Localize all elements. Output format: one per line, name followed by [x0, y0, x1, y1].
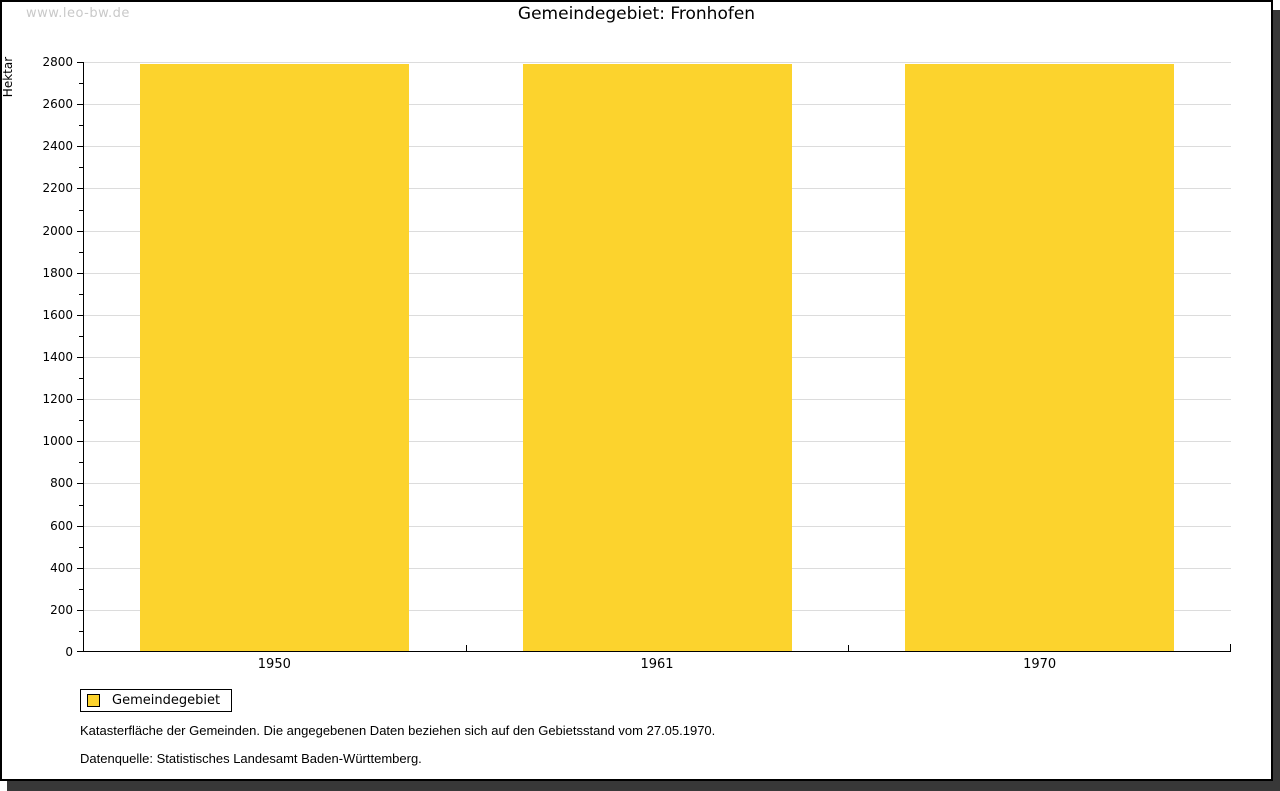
- bar-1970: [905, 64, 1175, 652]
- watermark: www.leo-bw.de: [26, 6, 130, 21]
- y-axis-tick-label: 1400: [42, 350, 73, 364]
- y-axis-tick-label: 2600: [42, 97, 73, 112]
- y-axis-tick: [77, 399, 83, 401]
- y-axis-tick: [77, 104, 83, 106]
- y-axis-tick-label: 1600: [42, 307, 73, 322]
- y-axis-minor-tick: [79, 251, 83, 253]
- bar-1961: [522, 64, 792, 652]
- y-axis-tick: [77, 483, 83, 485]
- y-axis-tick: [77, 230, 83, 232]
- y-axis-tick: [77, 62, 83, 63]
- y-axis-tick-label: 600: [50, 518, 73, 533]
- legend-box: Gemeindegebiet: [80, 689, 232, 712]
- x-axis-end-tick: [1230, 644, 1231, 652]
- y-axis-tick: [77, 272, 83, 274]
- y-axis-minor-tick: [79, 335, 83, 337]
- y-axis-tick: [77, 651, 83, 652]
- y-axis-minor-tick: [79, 630, 83, 632]
- y-axis-minor-tick: [79, 125, 83, 127]
- x-axis-boundary-tick: [465, 645, 467, 652]
- y-axis-tick-label: 800: [50, 476, 73, 491]
- y-axis-tick: [77, 567, 83, 569]
- y-axis-tick: [77, 314, 83, 316]
- chart-title: Gemeindegebiet: Fronhofen: [517, 4, 756, 24]
- bar-1950: [139, 64, 409, 652]
- y-axis-minor-tick: [79, 546, 83, 548]
- legend-label: Gemeindegebiet: [112, 693, 221, 708]
- x-axis-line: [83, 651, 1231, 652]
- y-axis-tick: [77, 609, 83, 611]
- y-axis-minor-tick: [79, 420, 83, 422]
- y-axis-tick: [77, 357, 83, 358]
- y-axis-tick-label: 400: [50, 560, 73, 575]
- y-axis-tick-label: 1000: [42, 434, 73, 449]
- y-axis-tick-label: 1800: [42, 265, 73, 280]
- y-axis-tick-label: 2800: [42, 55, 73, 69]
- y-axis-tick-label: 2000: [42, 223, 73, 238]
- y-axis-minor-tick: [79, 588, 83, 590]
- legend-swatch: [87, 694, 100, 707]
- y-axis-minor-tick: [79, 167, 83, 169]
- y-axis-minor-tick: [79, 462, 83, 464]
- y-axis-line: [83, 62, 84, 652]
- y-axis-minor-tick: [79, 504, 83, 506]
- y-axis-tick-label: 2400: [42, 139, 73, 154]
- y-axis-tick: [77, 146, 83, 148]
- x-axis-boundary-tick: [848, 645, 850, 652]
- y-axis-minor-tick: [79, 209, 83, 211]
- y-axis-tick-label: 1200: [42, 392, 73, 407]
- y-axis-minor-tick: [79, 83, 83, 85]
- y-gridline: [83, 62, 1231, 63]
- y-axis-minor-tick: [79, 293, 83, 295]
- y-axis-tick-label: 0: [65, 645, 73, 659]
- y-axis-tick-label: 200: [50, 602, 73, 617]
- y-axis-tick-label: 2200: [42, 181, 73, 196]
- x-axis-category-label: 1950: [257, 657, 291, 672]
- plot-area: 0 200 400 600 800 1000 1200 1400 1600 1800 2000 220…: [42, 55, 1231, 672]
- footer-note: Katasterfläche der Gemeinden. Die angege…: [80, 723, 716, 738]
- y-axis-minor-tick: [79, 378, 83, 380]
- y-axis-tick: [77, 441, 83, 443]
- x-axis-category-label: 1961: [640, 657, 674, 672]
- y-axis-tick: [77, 188, 83, 190]
- y-axis-tick: [77, 525, 83, 527]
- x-axis-category-label: 1970: [1023, 657, 1057, 672]
- footer-source: Datenquelle: Statistisches Landesamt Bad…: [80, 751, 422, 766]
